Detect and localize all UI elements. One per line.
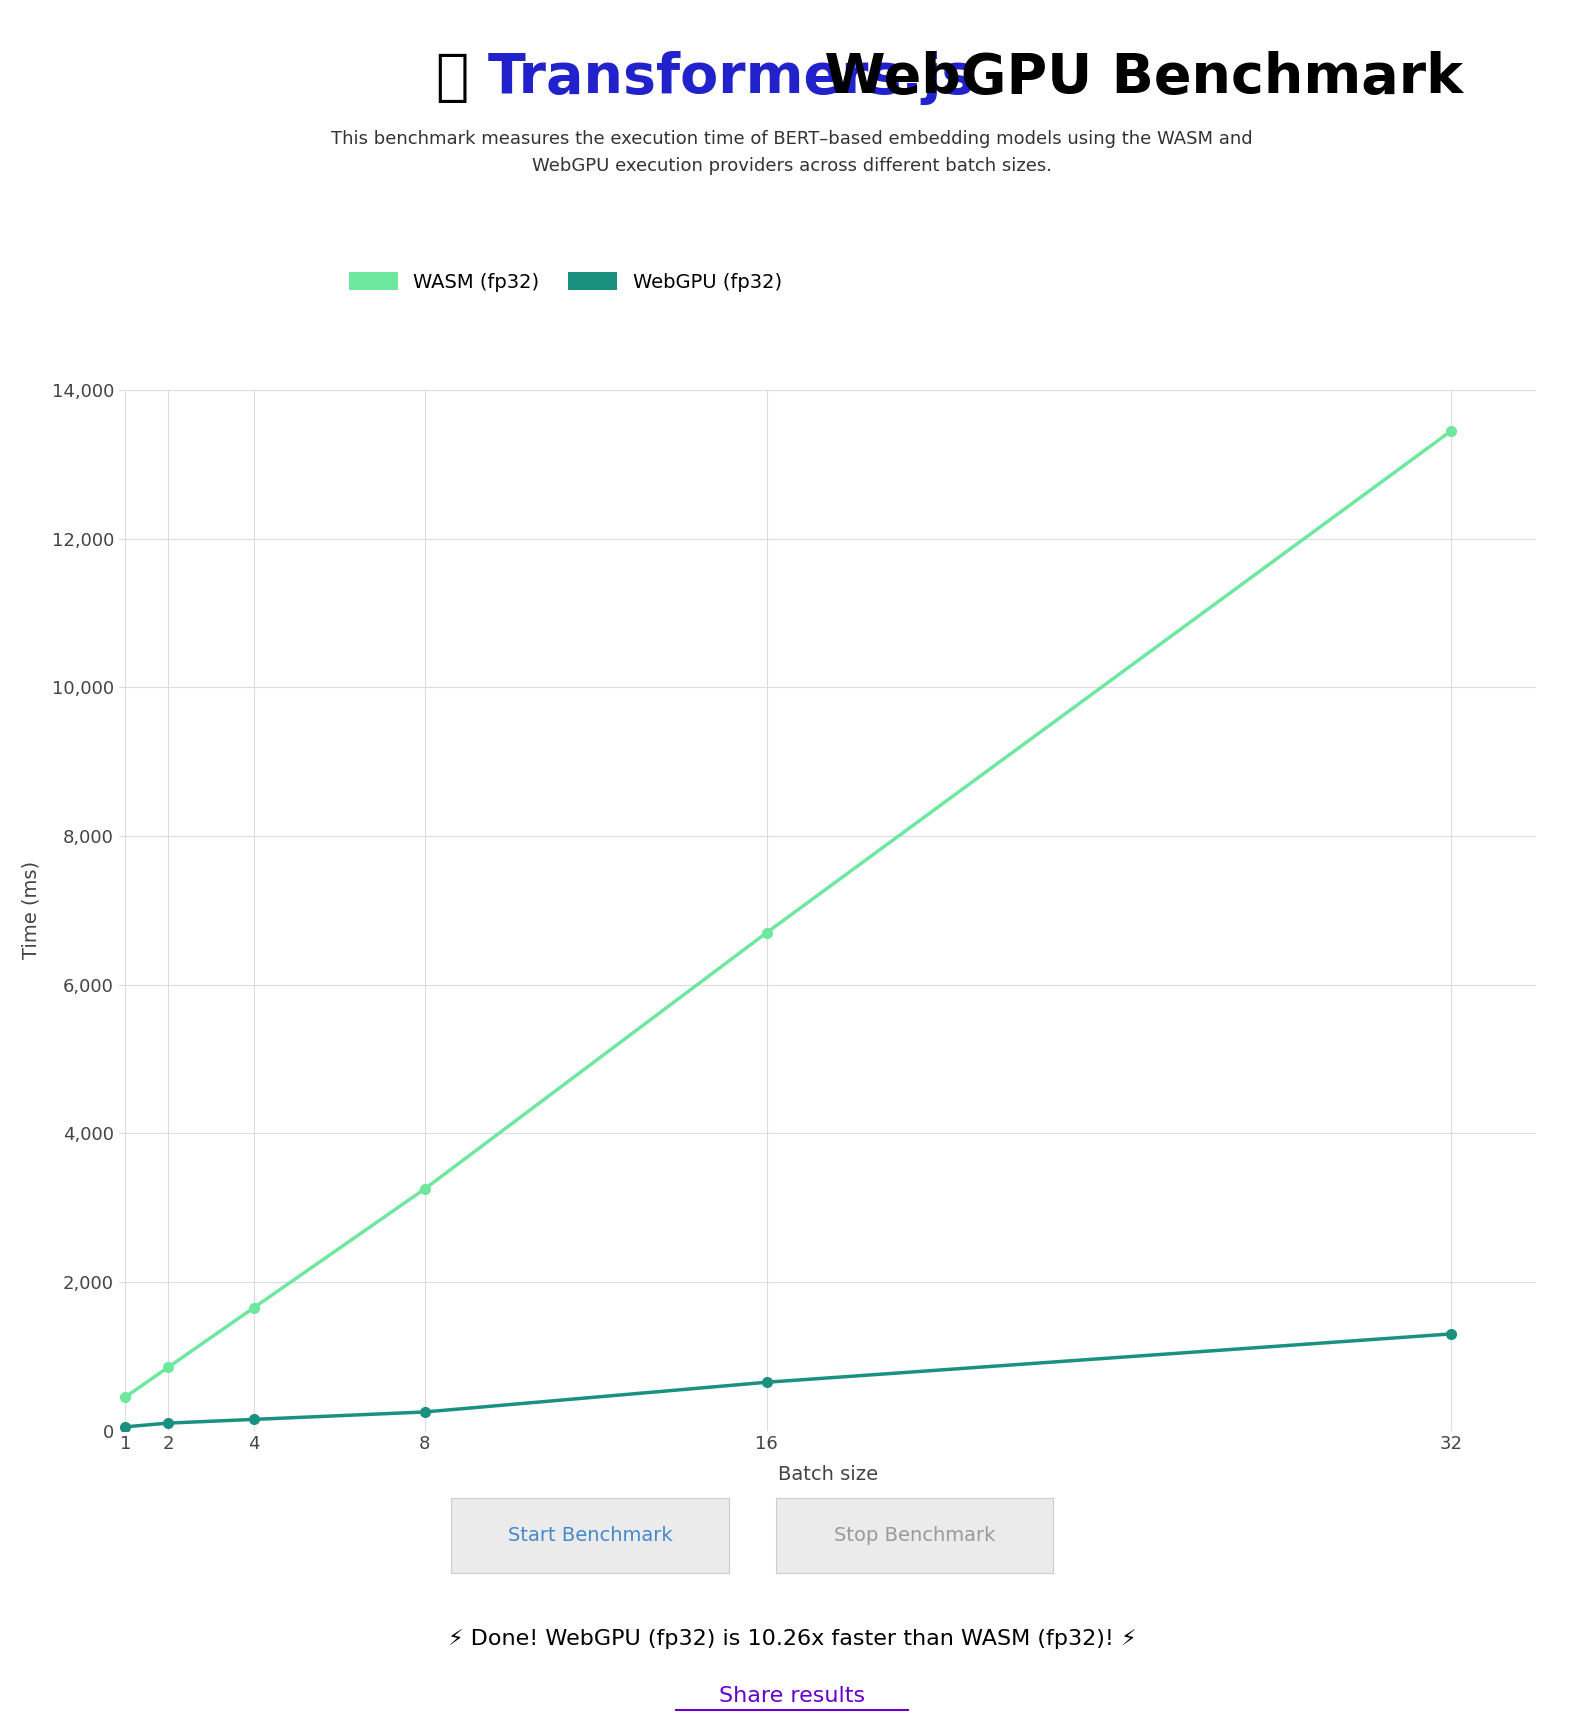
Text: Stop Benchmark: Stop Benchmark [835,1526,995,1545]
X-axis label: Batch size: Batch size [778,1465,878,1484]
Legend: WASM (fp32), WebGPU (fp32): WASM (fp32), WebGPU (fp32) [341,265,789,300]
Text: Start Benchmark: Start Benchmark [508,1526,672,1545]
Text: WebGPU Benchmark: WebGPU Benchmark [805,50,1464,106]
Text: 🤗: 🤗 [436,50,467,106]
Text: ⚡ Done! WebGPU (fp32) is 10.26x faster than WASM (fp32)! ⚡: ⚡ Done! WebGPU (fp32) is 10.26x faster t… [448,1628,1136,1649]
Text: Share results: Share results [719,1685,865,1706]
Y-axis label: Time (ms): Time (ms) [22,862,41,959]
Text: This benchmark measures the execution time of BERT–based embedding models using : This benchmark measures the execution ti… [331,130,1253,175]
Text: Transformers.js: Transformers.js [488,50,976,106]
